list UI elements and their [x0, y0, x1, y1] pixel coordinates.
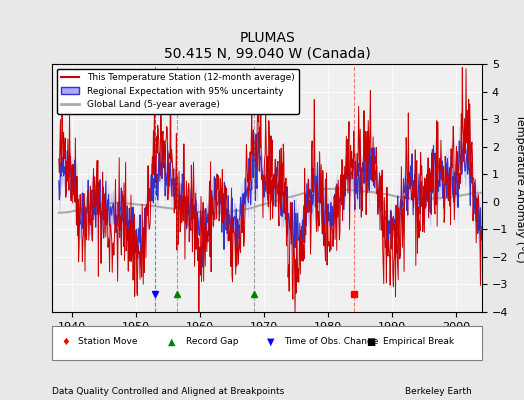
Text: ■: ■: [366, 337, 375, 347]
Text: Station Move: Station Move: [78, 338, 138, 346]
Title: PLUMAS
50.415 N, 99.040 W (Canada): PLUMAS 50.415 N, 99.040 W (Canada): [164, 31, 370, 62]
Legend: This Temperature Station (12-month average), Regional Expectation with 95% uncer: This Temperature Station (12-month avera…: [57, 68, 299, 114]
Text: Record Gap: Record Gap: [185, 338, 238, 346]
Y-axis label: Temperature Anomaly (°C): Temperature Anomaly (°C): [515, 114, 524, 262]
FancyBboxPatch shape: [52, 326, 482, 360]
Text: ▼: ▼: [267, 337, 275, 347]
Text: Data Quality Controlled and Aligned at Breakpoints: Data Quality Controlled and Aligned at B…: [52, 387, 285, 396]
Text: ▲: ▲: [168, 337, 176, 347]
Text: Empirical Break: Empirical Break: [383, 338, 454, 346]
Text: Time of Obs. Change: Time of Obs. Change: [285, 338, 379, 346]
Text: Berkeley Earth: Berkeley Earth: [405, 387, 472, 396]
Text: ♦: ♦: [61, 337, 70, 347]
